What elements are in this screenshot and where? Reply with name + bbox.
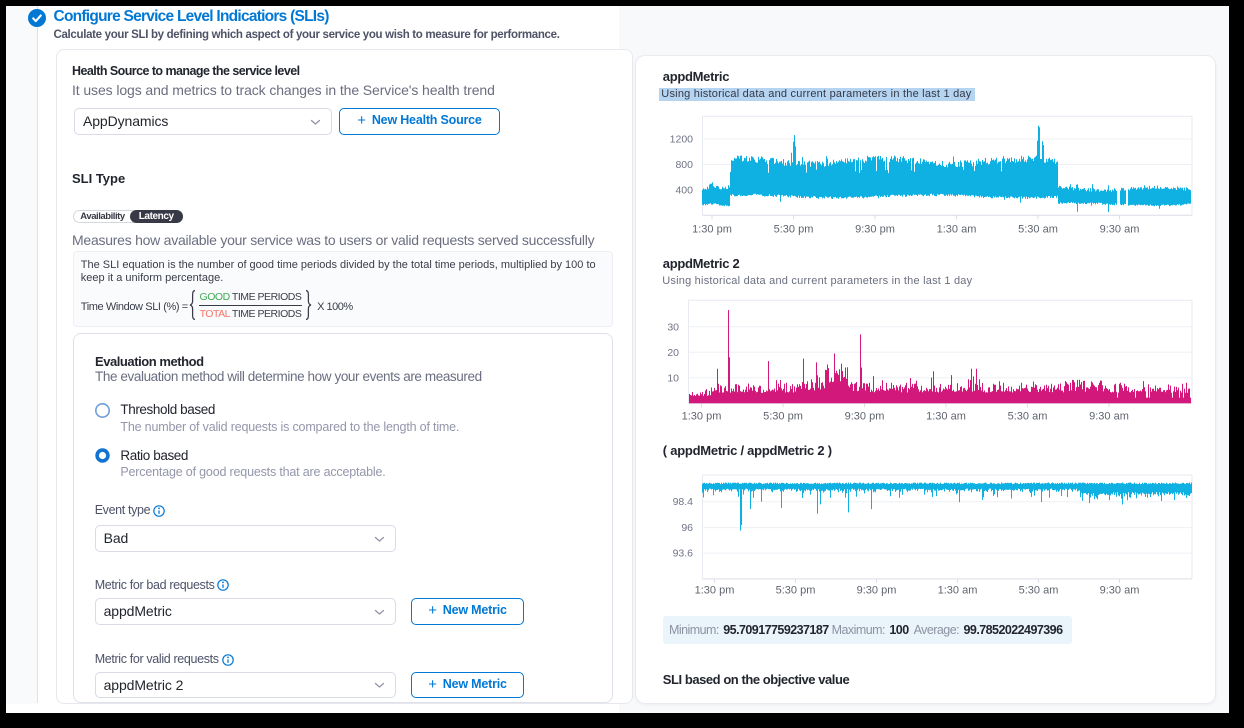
svg-text:9:30 am: 9:30 am (1100, 224, 1140, 236)
svg-text:20: 20 (667, 347, 679, 359)
svg-text:5:30 am: 5:30 am (1008, 411, 1048, 423)
svg-text:5:30 pm: 5:30 pm (774, 224, 814, 236)
svg-text:96: 96 (681, 522, 693, 534)
svg-text:1:30 am: 1:30 am (938, 585, 978, 597)
svg-text:1:30 pm: 1:30 pm (695, 585, 735, 597)
svg-text:1:30 am: 1:30 am (926, 411, 966, 423)
svg-text:9:30 pm: 9:30 pm (857, 585, 897, 597)
svg-text:1:30 am: 1:30 am (937, 224, 977, 236)
svg-text:400: 400 (675, 185, 693, 197)
svg-text:9:30 am: 9:30 am (1100, 585, 1140, 597)
svg-text:5:30 pm: 5:30 pm (776, 585, 816, 597)
svg-text:1:30 pm: 1:30 pm (682, 411, 722, 423)
svg-text:9:30 pm: 9:30 pm (845, 411, 885, 423)
svg-text:10: 10 (667, 372, 679, 384)
svg-text:5:30 am: 5:30 am (1019, 585, 1059, 597)
svg-text:98.4: 98.4 (673, 496, 694, 508)
svg-text:5:30 am: 5:30 am (1018, 224, 1058, 236)
svg-text:93.6: 93.6 (673, 548, 694, 560)
svg-text:30: 30 (667, 321, 679, 333)
svg-text:9:30 pm: 9:30 pm (855, 224, 895, 236)
svg-text:1:30 pm: 1:30 pm (692, 224, 732, 236)
svg-text:800: 800 (675, 159, 693, 171)
svg-text:5:30 pm: 5:30 pm (763, 411, 803, 423)
svg-text:9:30 am: 9:30 am (1089, 411, 1129, 423)
svg-text:1200: 1200 (670, 134, 694, 146)
